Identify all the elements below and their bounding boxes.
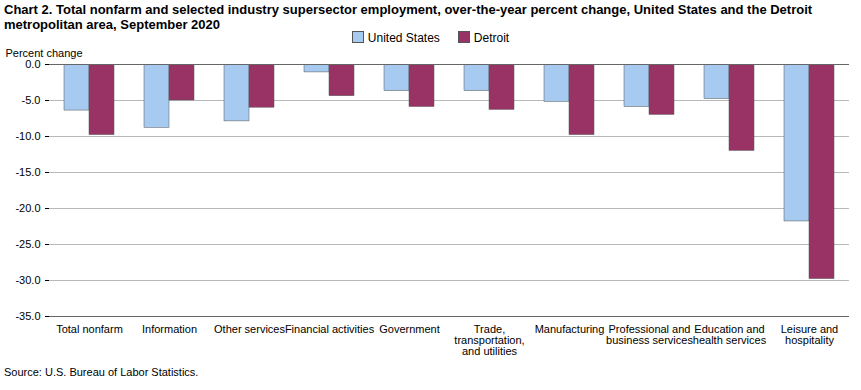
html-text:Detroit: Detroit <box>473 31 510 45</box>
svg-text:Leisure andhospitality: Leisure andhospitality <box>781 323 839 346</box>
svg-text:-10.0: -10.0 <box>15 130 40 142</box>
svg-text:Other services: Other services <box>214 323 285 335</box>
svg-text:-15.0: -15.0 <box>15 166 40 178</box>
html-text:Chart 2. Total nonfarm and sel: Chart 2. Total nonfarm and selected indu… <box>4 2 813 32</box>
svg-text:Manufacturing: Manufacturing <box>535 323 605 335</box>
svg-text:-30.0: -30.0 <box>15 274 40 286</box>
svg-text:-5.0: -5.0 <box>22 94 41 106</box>
svg-text:Education andhealth services: Education andhealth services <box>693 323 767 346</box>
svg-text:-20.0: -20.0 <box>15 202 40 214</box>
svg-text:Financial activities: Financial activities <box>285 323 375 335</box>
svg-text:-25.0: -25.0 <box>15 238 40 250</box>
html-text:United States: United States <box>367 31 440 45</box>
html-text:Source: U.S. Bureau of Labor S: Source: U.S. Bureau of Labor Statistics. <box>4 366 199 378</box>
svg-text:0.0: 0.0 <box>25 58 40 70</box>
svg-text:-35.0: -35.0 <box>15 310 40 322</box>
svg-text:Trade,transportation,and utili: Trade,transportation,and utilities <box>454 323 524 357</box>
svg-text:Percent change: Percent change <box>6 47 83 59</box>
svg-text:Professional andbusiness servi: Professional andbusiness services <box>606 323 693 346</box>
svg-text:Total nonfarm: Total nonfarm <box>56 323 123 335</box>
svg-text:Information: Information <box>142 323 197 335</box>
svg-text:Government: Government <box>379 323 440 335</box>
